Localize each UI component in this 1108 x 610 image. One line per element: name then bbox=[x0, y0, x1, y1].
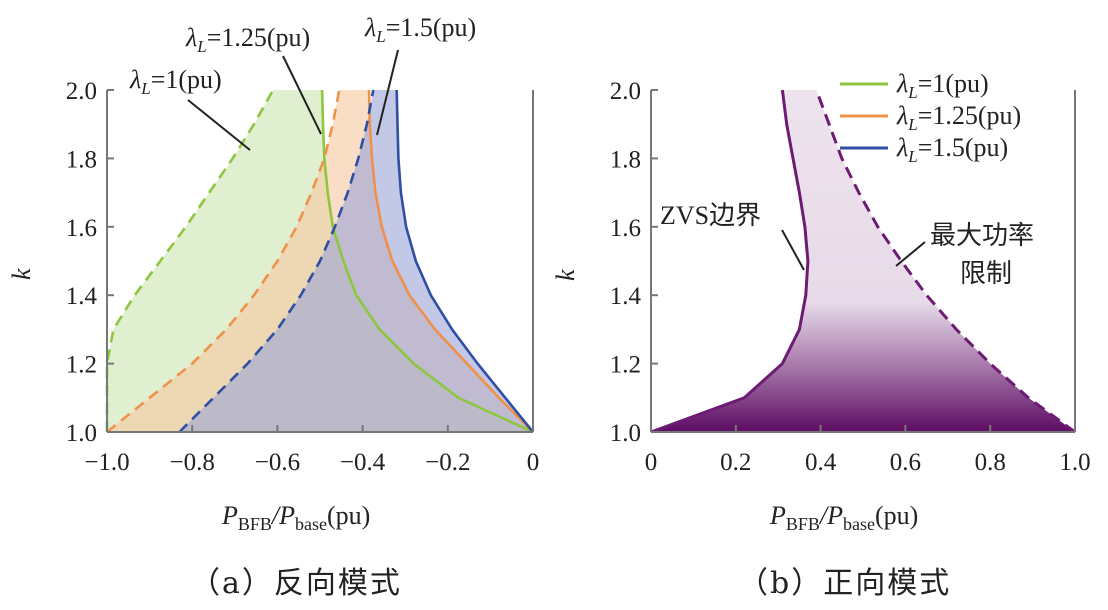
panel-b-xlabel: PBFB/Pbase(pu) bbox=[769, 501, 918, 534]
panel-b-leader-max bbox=[895, 241, 926, 267]
legend-lambda15-symbol: λ bbox=[896, 133, 908, 162]
panel-a-ytick-label: 1.2 bbox=[66, 352, 97, 379]
panel-b-ytick-label: 1.4 bbox=[610, 283, 642, 310]
panel-b-ytick-label: 2.0 bbox=[610, 78, 641, 105]
legend-lambda15-value: =1.5(pu) bbox=[918, 133, 1008, 162]
legend-label-lambda15: λL=1.5(pu) bbox=[896, 133, 1008, 166]
panel-b-xlabel-p: P bbox=[769, 501, 786, 530]
label-lambda125-value: =1.25(pu) bbox=[207, 23, 310, 52]
panel-a-zvs-line-2 bbox=[395, 89, 535, 433]
panel-b-zvs-region bbox=[651, 90, 1075, 432]
panel-a-ytick-label: 1.0 bbox=[66, 420, 97, 447]
panel-b-ytick-label: 1.2 bbox=[610, 352, 641, 379]
legend-lambda125-symbol: λ bbox=[896, 101, 908, 130]
legend-label-lambda1: λL=1(pu) bbox=[896, 69, 989, 102]
label-lambda15-value: =1.5(pu) bbox=[386, 13, 476, 42]
legend-lambda125-value: =1.25(pu) bbox=[918, 101, 1021, 130]
panel-a-leader-lambda1 bbox=[187, 99, 251, 151]
panel-a-ylabel: k bbox=[7, 268, 36, 280]
panel-b-ytick-label: 1.8 bbox=[610, 146, 641, 173]
panel-a-reverse-mode: −1.0 −0.8 −0.6 −0.4 −0.2 01.01.21.41.61.82.0 … bbox=[7, 13, 539, 534]
panel-b-ylabel: k bbox=[551, 269, 580, 281]
label-lambda125-sub: L bbox=[196, 37, 206, 56]
panel-b-annotation-zvs: ZVS边界 bbox=[660, 201, 761, 230]
legend-label-lambda125: λL=1.25(pu) bbox=[896, 101, 1021, 134]
panel-b-ytick-label: 1.0 bbox=[610, 420, 641, 447]
panel-a-leader-lambda125 bbox=[282, 55, 322, 135]
panel-a-ytick-label: 1.8 bbox=[66, 146, 97, 173]
legend-lambda125-sub: L bbox=[907, 115, 917, 134]
panel-b-legend: λL=1(pu) λL=1.25(pu) λL=1.5(pu) bbox=[840, 69, 1021, 166]
panel-a-max-line-2 bbox=[178, 89, 375, 433]
panel-a-ticks: −1.0 −0.8 −0.6 −0.4 −0.2 0 1.0 1.2 1.4 1.6 1.8 2.0 bbox=[66, 78, 540, 476]
panel-b-caption: （b）正向模式 bbox=[738, 566, 952, 601]
label-lambda125-symbol: λ bbox=[185, 23, 197, 52]
panel-b-xtick-label: 0.2 bbox=[720, 449, 751, 476]
panel-a-xtick-label: −1.0 bbox=[84, 449, 129, 476]
panel-a-label-lambda125: λL=1.25(pu) bbox=[185, 23, 310, 56]
label-lambda15-symbol: λ bbox=[364, 13, 376, 42]
legend-lambda1-sub: L bbox=[907, 83, 917, 102]
panel-b-xtick-label: 0 bbox=[645, 449, 658, 476]
panel-a-xlabel-p: P bbox=[221, 501, 238, 530]
panel-a-ytick-label: 1.4 bbox=[66, 283, 98, 310]
panel-a-label-lambda15: λL=1.5(pu) bbox=[364, 13, 476, 46]
panel-b-xlabel-tail: (pu) bbox=[875, 501, 918, 530]
panel-a-caption: （a）反向模式 bbox=[190, 566, 402, 601]
panel-b-leader-zvs bbox=[781, 229, 805, 271]
panel-a-xtick-label: −0.8 bbox=[170, 449, 215, 476]
panel-a-label-lambda1: λL=1(pu) bbox=[129, 65, 222, 98]
panel-b-ticks: 0 0.2 0.4 0.6 0.8 1.0 1.0 1.2 1.4 1.6 1.8 2.0 bbox=[610, 78, 1091, 476]
panel-a-xtick-label: −0.2 bbox=[425, 449, 470, 476]
panel-b-xtick-label: 1.0 bbox=[1059, 449, 1090, 476]
panel-b-annotation-max-2: 限制 bbox=[960, 259, 1012, 288]
panel-a-xtick-label: 0 bbox=[527, 449, 540, 476]
panel-b-ytick-label: 1.6 bbox=[610, 215, 641, 242]
panel-a-xlabel-sub1: BFB bbox=[238, 514, 272, 534]
panel-a-xtick-label: −0.6 bbox=[255, 449, 300, 476]
panel-a-zvs-line-1 bbox=[367, 89, 534, 433]
panel-b-xtick-label: 0.4 bbox=[805, 449, 837, 476]
panel-b-xlabel-mid: /P bbox=[818, 501, 843, 530]
panel-b-xtick-label: 0.6 bbox=[890, 449, 921, 476]
panel-a-ytick-label: 2.0 bbox=[66, 78, 97, 105]
label-lambda15-sub: L bbox=[375, 27, 385, 46]
panel-a-region-2 bbox=[179, 90, 533, 432]
panel-b-xlabel-sub1: BFB bbox=[786, 514, 820, 534]
panel-b-forward-mode: 0 0.2 0.4 0.6 0.8 1.0 1.0 1.2 1.4 1.6 1.8 2.0 k PBF… bbox=[551, 69, 1091, 534]
panel-b-xlabel-sub2: base bbox=[843, 514, 875, 534]
label-lambda1-symbol: λ bbox=[129, 65, 141, 94]
panel-a-ytick-label: 1.6 bbox=[66, 215, 97, 242]
panel-a-xlabel: PBFB/Pbase(pu) bbox=[221, 501, 370, 534]
panel-a-xlabel-mid: /P bbox=[270, 501, 295, 530]
panel-a-xtick-label: −0.4 bbox=[340, 449, 386, 476]
panel-a-zvs-line-0 bbox=[320, 89, 534, 434]
panel-a-leader-lambda15 bbox=[376, 49, 399, 136]
legend-lambda15-sub: L bbox=[907, 147, 917, 166]
label-lambda1-sub: L bbox=[140, 79, 150, 98]
legend-lambda1-symbol: λ bbox=[896, 69, 908, 98]
panel-a-xlabel-sub2: base bbox=[295, 514, 327, 534]
panel-a-xlabel-tail: (pu) bbox=[327, 501, 370, 530]
panel-a-max-line-1 bbox=[106, 89, 341, 434]
panel-b-annotation-max-1: 最大功率 bbox=[930, 221, 1034, 250]
panel-b-xtick-label: 0.8 bbox=[975, 449, 1006, 476]
panel-b-zvs-boundary bbox=[650, 89, 810, 434]
legend-lambda1-value: =1(pu) bbox=[918, 69, 989, 98]
label-lambda1-value: =1(pu) bbox=[151, 65, 222, 94]
